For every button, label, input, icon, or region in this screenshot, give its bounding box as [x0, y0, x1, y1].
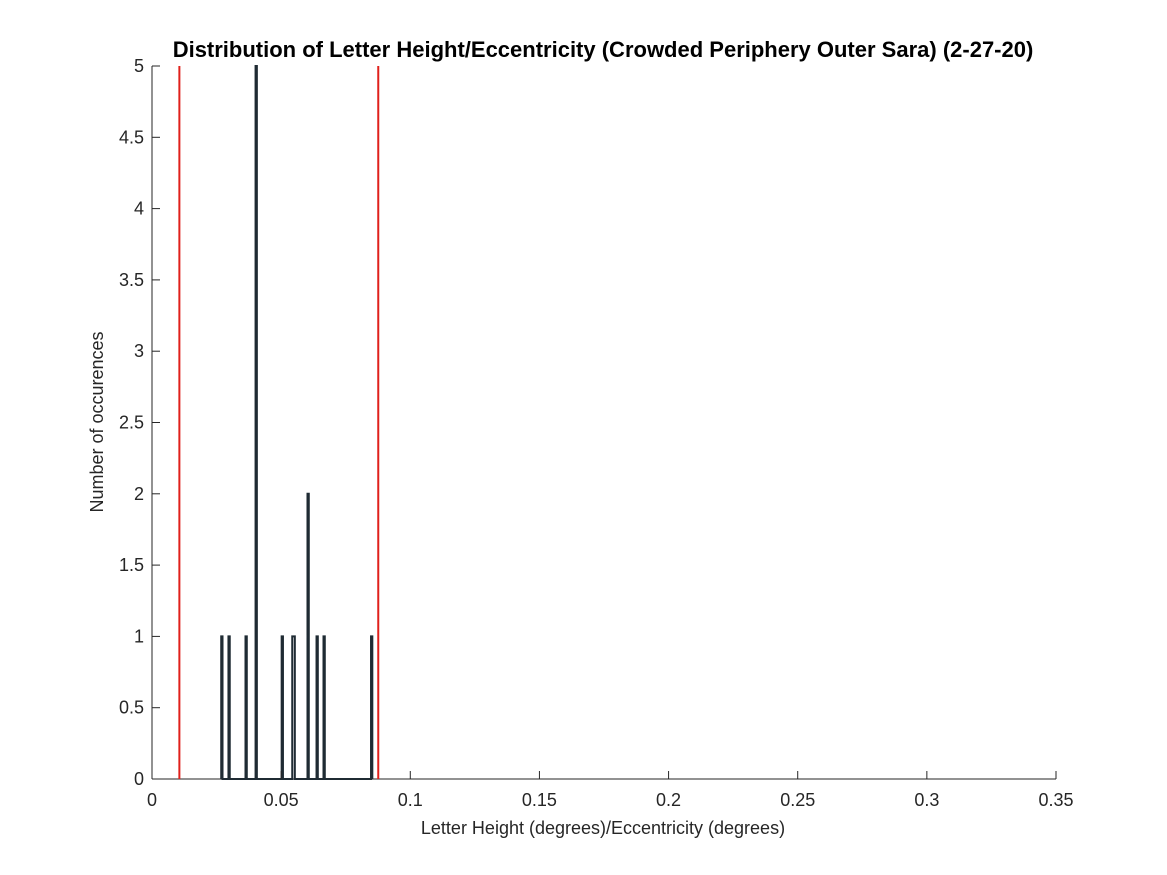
x-tick-label: 0.3: [914, 790, 939, 810]
plot-area: [178, 65, 380, 780]
x-tick-label: 0.1: [398, 790, 423, 810]
x-axis-label: Letter Height (degrees)/Eccentricity (de…: [421, 818, 785, 838]
y-tick-label: 2.5: [119, 413, 144, 433]
y-tick-label: 1: [134, 626, 144, 646]
y-axis-label: Number of occurences: [87, 331, 107, 512]
y-tick-label: 3.5: [119, 270, 144, 290]
x-tick-label: 0.25: [780, 790, 815, 810]
x-tick-label: 0.15: [522, 790, 557, 810]
y-tick-label: 2: [134, 484, 144, 504]
axes: [151, 66, 1056, 780]
x-tick-label: 0.2: [656, 790, 681, 810]
chart-title: Distribution of Letter Height/Eccentrici…: [173, 37, 1034, 62]
tick-group: 0 0.05 0.1 0.15 0.2 0.25 0.3 0.35 0 0.5 1 1.5 2 2.5 3 3…: [119, 56, 1074, 810]
x-tick-label: 0.35: [1038, 790, 1073, 810]
x-tick-label: 0.05: [264, 790, 299, 810]
y-tick-label: 3: [134, 341, 144, 361]
series-line-0: [220, 65, 374, 780]
y-tick-label: 0.5: [119, 698, 144, 718]
y-tick-label: 0: [134, 769, 144, 789]
y-tick-label: 5: [134, 56, 144, 76]
x-tick-label: 0: [147, 790, 157, 810]
y-tick-label: 4.5: [119, 127, 144, 147]
y-tick-label: 1.5: [119, 555, 144, 575]
y-tick-label: 4: [134, 199, 144, 219]
